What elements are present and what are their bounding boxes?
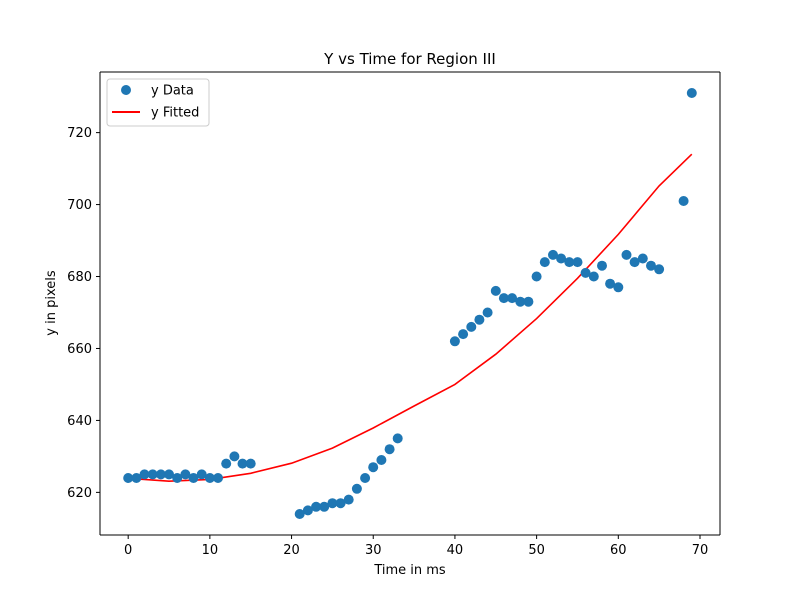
data-point [311, 501, 322, 512]
data-point [245, 458, 256, 469]
x-tick-label: 30 [365, 543, 382, 558]
data-point [597, 260, 607, 271]
data-point [131, 473, 142, 483]
x-tick-label: 20 [283, 543, 300, 558]
data-point [678, 196, 689, 206]
data-point [164, 469, 174, 480]
x-tick-label: 10 [202, 543, 219, 558]
legend-label-y-fitted: y Fitted [151, 106, 199, 121]
data-point [368, 462, 379, 473]
y-tick-label: 660 [67, 342, 92, 357]
data-point [327, 498, 338, 509]
data-point [588, 271, 599, 282]
y-axis-label: y in pixels [44, 270, 59, 336]
data-point [213, 473, 223, 483]
data-point [637, 253, 648, 264]
x-tick-label: 70 [692, 543, 709, 558]
data-point [556, 253, 567, 264]
data-point [605, 278, 616, 289]
data-point [204, 473, 215, 483]
plot-area [100, 72, 720, 535]
data-point [147, 469, 158, 480]
axes-frame [99, 71, 721, 536]
data-point [221, 458, 232, 469]
data-point [580, 267, 591, 278]
data-point [123, 473, 134, 483]
data-point [629, 257, 640, 268]
data-point [572, 257, 583, 268]
legend: y Data y Fitted [106, 78, 210, 127]
data-point [564, 257, 575, 268]
data-point [392, 433, 403, 444]
data-point [466, 321, 477, 332]
legend-marker-y-data [121, 85, 131, 95]
data-point [351, 483, 362, 494]
data-point [237, 458, 248, 469]
data-point [343, 494, 354, 505]
data-point [686, 88, 697, 98]
y-tick-label: 680 [67, 270, 92, 285]
data-point [302, 505, 313, 516]
data-point [482, 307, 493, 318]
data-point [515, 296, 526, 307]
data-point [335, 498, 346, 509]
data-point [654, 264, 665, 275]
data-point [319, 501, 330, 512]
fitted-line [128, 153, 693, 483]
data-point [360, 473, 371, 483]
chart-title: Y vs Time for Region III [323, 50, 496, 68]
legend-box [106, 78, 210, 127]
x-tick-label: 60 [610, 543, 627, 558]
data-point [384, 444, 395, 455]
y-tick-label: 700 [67, 198, 92, 213]
fitted-line-layer [128, 153, 693, 483]
data-point [548, 249, 558, 260]
data-point [621, 249, 632, 260]
data-point [229, 451, 240, 462]
data-point [196, 469, 207, 480]
data-point [449, 336, 460, 347]
data-point [531, 271, 542, 282]
x-tick-label: 40 [447, 543, 464, 558]
legend-label-y-data: y Data [151, 84, 194, 99]
data-point [474, 314, 485, 325]
x-axis-label: Time in ms [373, 563, 446, 578]
y-tick-label: 720 [67, 126, 92, 141]
data-point [490, 285, 501, 296]
data-points-layer [123, 88, 697, 519]
data-point [613, 282, 624, 293]
data-point [188, 473, 199, 483]
data-point [458, 329, 469, 340]
y-tick-label: 640 [67, 414, 92, 429]
y-ticks: 620 640 660 680 700 720 [67, 126, 100, 501]
data-point [507, 293, 518, 304]
data-point [180, 469, 191, 480]
data-point [155, 469, 166, 480]
data-point [523, 296, 534, 307]
y-tick-label: 620 [67, 486, 92, 501]
x-ticks: 0 10 20 30 40 50 60 70 [124, 535, 708, 558]
data-point [498, 293, 509, 304]
data-point [294, 509, 305, 519]
x-tick-label: 0 [124, 543, 132, 558]
x-tick-label: 50 [528, 543, 545, 558]
data-point [139, 469, 150, 480]
data-point [646, 260, 656, 271]
data-point [376, 455, 387, 465]
data-point [539, 257, 550, 268]
data-point [172, 473, 183, 483]
